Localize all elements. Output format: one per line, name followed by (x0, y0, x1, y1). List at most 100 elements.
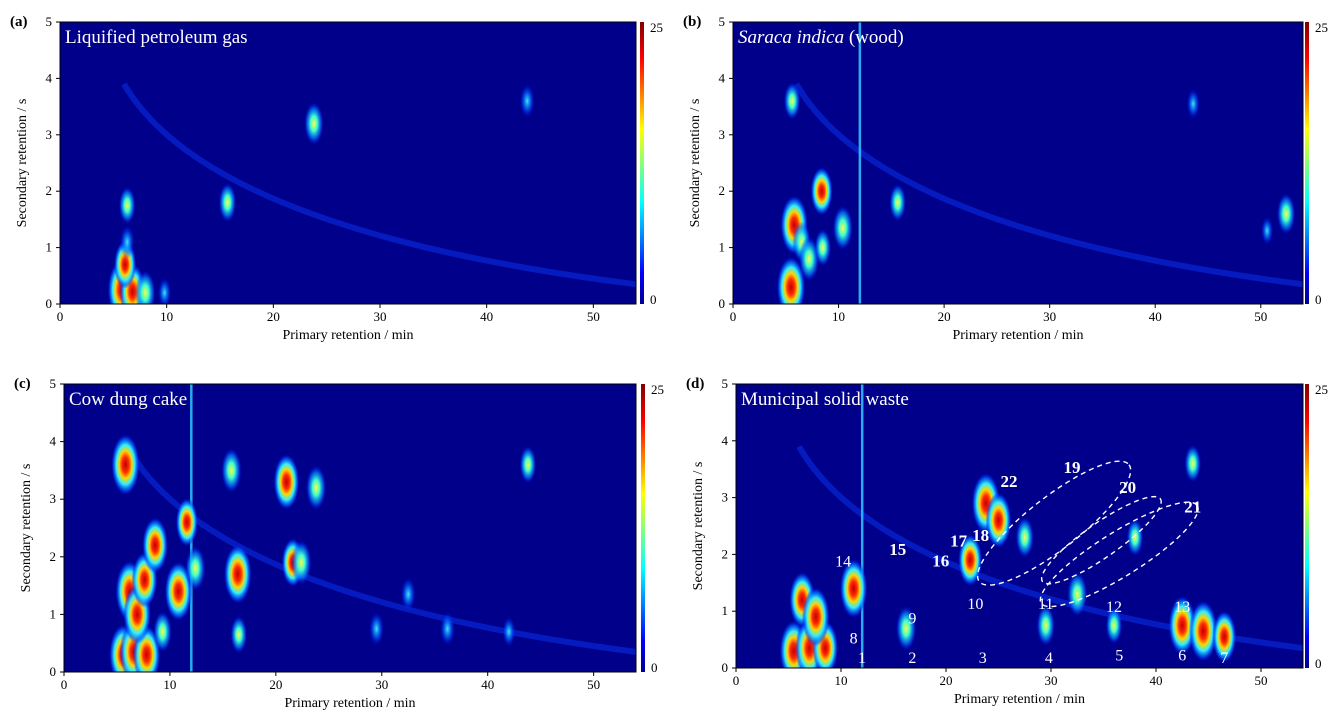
panel-tag: (b) (683, 14, 701, 30)
y-tick-label: 1 (50, 606, 57, 621)
peak-21 (519, 445, 537, 484)
y-tick-label: 1 (719, 240, 726, 255)
peak-23 (153, 611, 172, 653)
peak-6 (118, 186, 136, 225)
y-tick-label: 4 (46, 70, 53, 85)
y-axis-label: Secondary retention / s (15, 99, 30, 228)
colorbar (641, 384, 645, 672)
x-tick-label: 50 (1255, 673, 1268, 688)
peak-9 (889, 183, 907, 222)
y-tick-label: 2 (722, 546, 729, 561)
colorbar-min-label: 0 (1315, 656, 1322, 671)
baseline-bleed (793, 82, 1303, 288)
peak-24 (230, 615, 248, 654)
plot-border (63, 383, 637, 673)
plot-area (779, 384, 1303, 668)
panel-2: 0 10 20 30 40 50 0 1 2 3 4 5 Primary retention / min… (683, 14, 1328, 343)
peak-18 (368, 611, 384, 646)
peak-3 (135, 270, 156, 304)
peak-annotation-9: 9 (908, 610, 916, 627)
peak-22 (502, 616, 516, 647)
peak-7 (218, 182, 237, 223)
x-tick-label: 30 (375, 677, 388, 692)
colorbar-min-label: 0 (1315, 292, 1322, 307)
peak-annotation-20: 20 (1119, 478, 1136, 497)
plot-area (109, 384, 636, 672)
x-tick-label: 20 (267, 309, 280, 324)
x-axis-label: Primary retention / min (282, 328, 413, 343)
colorbar (640, 22, 644, 304)
x-tick-label: 50 (587, 309, 600, 324)
peak-8 (142, 517, 168, 574)
peak-11 (185, 545, 206, 591)
panel-title: Liquified petroleum gas (65, 27, 248, 48)
peak-17 (305, 465, 327, 511)
peak-10 (157, 277, 172, 304)
x-axis-label: Primary retention / min (284, 696, 415, 711)
peak-4 (798, 236, 820, 282)
x-tick-label: 0 (57, 309, 64, 324)
x-tick-label: 40 (1150, 673, 1163, 688)
peak-6 (839, 558, 868, 619)
panel-tag: (a) (10, 14, 28, 30)
peak-annotation-13: 13 (1174, 599, 1190, 616)
peak-annotation-21: 21 (1184, 498, 1201, 517)
peak-12 (1067, 571, 1088, 617)
peak-annotation-22: 22 (1001, 472, 1018, 491)
colorbar-max-label: 25 (1315, 20, 1328, 35)
x-tick-label: 50 (587, 677, 600, 692)
column-streak (860, 384, 864, 668)
x-tick-label: 30 (1045, 673, 1058, 688)
colorbar-max-label: 25 (650, 20, 663, 35)
peak-annotation-10: 10 (967, 596, 983, 613)
peak-annotation-16: 16 (932, 552, 949, 571)
x-tick-label: 10 (835, 673, 848, 688)
peak-annotation-15: 15 (889, 540, 906, 559)
peak-7 (814, 228, 832, 267)
x-tick-label: 20 (269, 677, 282, 692)
x-tick-label: 20 (940, 673, 953, 688)
plot-area (107, 82, 636, 304)
peak-5 (802, 587, 830, 647)
peak-annotation-7: 7 (1220, 650, 1228, 667)
plot-border (735, 383, 1304, 669)
peak-16 (1036, 604, 1056, 647)
group-ellipse-2 (1040, 495, 1162, 585)
peak-6 (810, 167, 833, 216)
y-tick-label: 5 (46, 14, 53, 29)
y-tick-label: 4 (719, 70, 726, 85)
y-axis-label: Secondary retention / s (19, 464, 34, 593)
x-tick-label: 10 (160, 309, 173, 324)
peak-annotation-6: 6 (1178, 647, 1186, 664)
panel-3: 0 10 20 30 40 50 0 1 2 3 4 5 Primary retention / min… (14, 376, 664, 711)
x-tick-label: 10 (832, 309, 845, 324)
colorbar-min-label: 0 (651, 660, 658, 675)
peak-9 (164, 561, 193, 621)
plot-background (60, 22, 636, 304)
x-axis-label: Primary retention / min (954, 692, 1085, 707)
peak-20 (439, 611, 455, 646)
peak-annotation-8: 8 (850, 630, 858, 647)
peak-annotation-14: 14 (835, 554, 851, 571)
peak-11 (1015, 516, 1035, 558)
peak-annotation-5: 5 (1115, 647, 1123, 664)
peak-5 (119, 224, 135, 259)
peak-19 (1126, 518, 1144, 557)
colorbar-max-label: 25 (1315, 382, 1328, 397)
peak-annotation-19: 19 (1064, 458, 1081, 477)
y-tick-label: 1 (46, 240, 53, 255)
peak-annotation-4: 4 (1045, 650, 1053, 667)
y-tick-label: 3 (50, 491, 57, 506)
colorbar (1305, 384, 1309, 668)
peak-10 (985, 492, 1012, 549)
x-axis-label: Primary retention / min (952, 328, 1083, 343)
plot-border (59, 21, 637, 305)
plot-area (776, 22, 1303, 304)
y-tick-label: 4 (50, 434, 57, 449)
peak-annotation-11: 11 (1038, 596, 1053, 613)
peak-15 (1212, 610, 1237, 663)
peak-18 (1184, 444, 1202, 483)
x-tick-label: 40 (481, 677, 494, 692)
